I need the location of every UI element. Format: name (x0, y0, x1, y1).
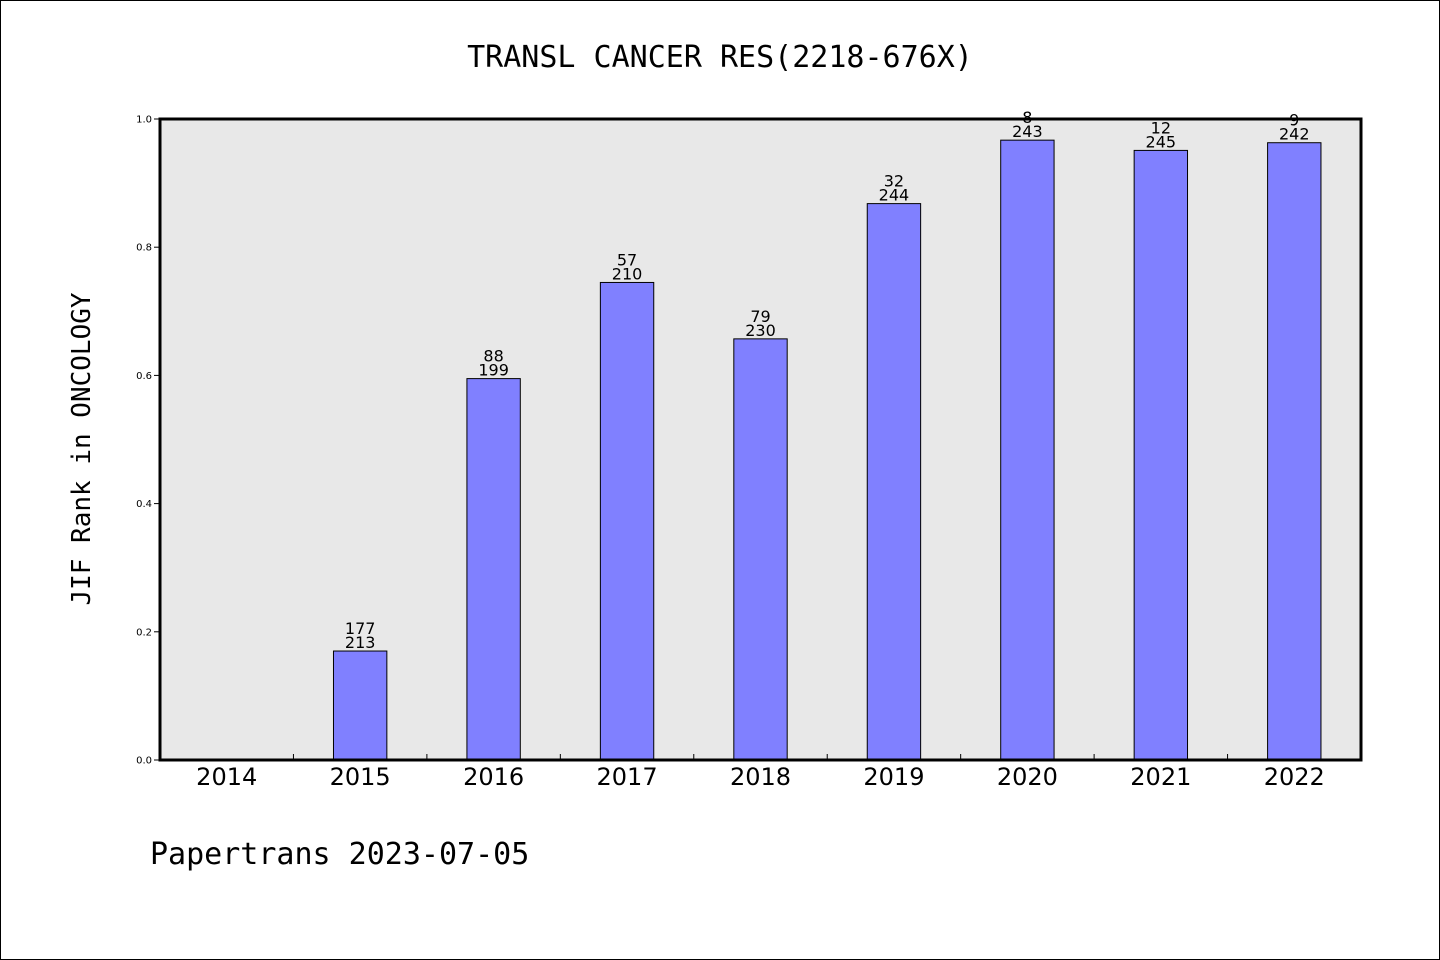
y-tick-label: 0.6 (136, 371, 152, 382)
y-tick-label: 1.0 (136, 115, 152, 126)
bar-total-label: 199 (478, 361, 509, 380)
bar-total-label: 245 (1146, 132, 1177, 151)
x-tick-label: 2018 (730, 763, 791, 791)
chart-title: TRANSL CANCER RES(2218-676X) (467, 40, 973, 75)
bar (733, 338, 788, 761)
bar-total-label: 242 (1279, 125, 1310, 144)
bar-total-label: 213 (345, 633, 376, 652)
bar-total-label: 244 (879, 186, 910, 205)
bar (866, 203, 922, 761)
x-tick-label: 2015 (330, 763, 391, 791)
bar-rank-label: 177 (345, 619, 376, 638)
y-tick-label: 0.2 (136, 627, 152, 638)
bar-rank-label: 57 (617, 250, 637, 269)
x-tick-label: 2019 (863, 763, 924, 791)
x-tick-label: 2014 (196, 763, 257, 791)
bar-total-label: 243 (1012, 122, 1043, 141)
bar-total-label: 230 (745, 321, 776, 340)
y-tick-label: 0.4 (136, 499, 152, 510)
bar (599, 281, 655, 761)
bar-total-label: 210 (612, 264, 643, 283)
bar-rank-label: 88 (483, 347, 503, 366)
bar-rank-label: 32 (884, 172, 904, 191)
x-tick-label: 2021 (1130, 763, 1191, 791)
x-tick-label: 2022 (1264, 763, 1325, 791)
bar (1133, 149, 1189, 761)
y-tick-label: 0.0 (136, 756, 152, 767)
x-axis-ticks: 2014 2015 2016 2017 2018 2019 2020 2021 2022 (196, 754, 1325, 791)
x-tick-label: 2016 (463, 763, 524, 791)
x-tick-label: 2017 (597, 763, 658, 791)
footer-watermark: Papertrans 2023-07-05 (150, 837, 529, 872)
bar (1000, 139, 1055, 761)
bar-rank-label: 12 (1151, 118, 1171, 137)
y-axis-label: JIF Rank in ONCOLOGY (67, 292, 97, 605)
bar (1267, 142, 1322, 761)
bar (466, 378, 521, 761)
x-tick-label: 2020 (997, 763, 1058, 791)
bars (332, 139, 1322, 761)
bar (332, 650, 388, 761)
y-tick-label: 0.8 (136, 243, 152, 254)
plot-frame (158, 117, 1363, 762)
bar-rank-label: 79 (750, 307, 770, 326)
